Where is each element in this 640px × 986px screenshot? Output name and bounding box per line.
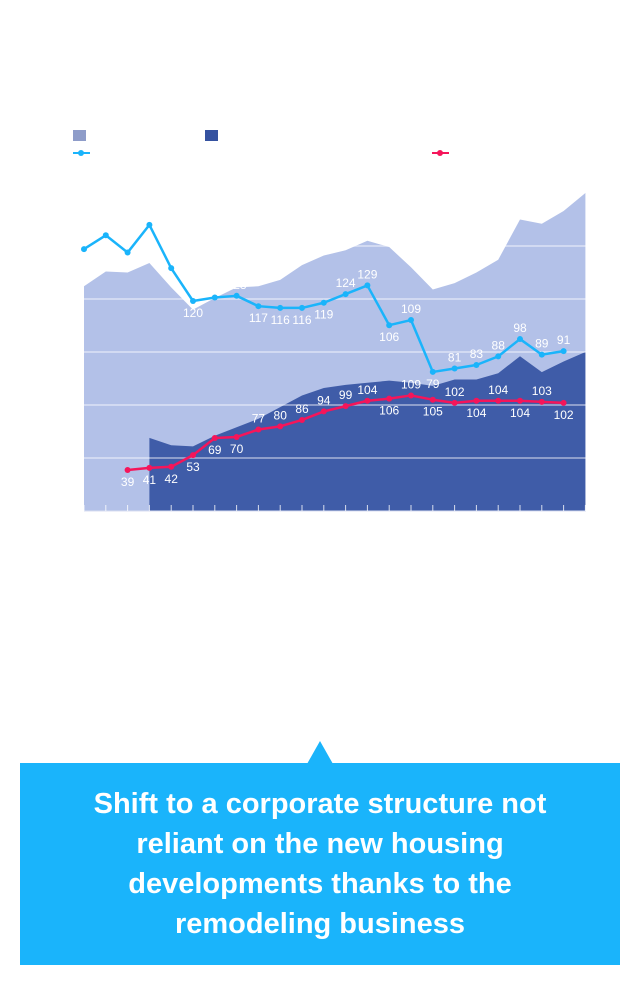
red-line-data-label: 70 — [230, 442, 244, 456]
blue-line-point — [211, 294, 218, 301]
red-line-data-label: 104 — [466, 406, 486, 420]
red-line-data-label: 69 — [208, 443, 222, 457]
blue-line-data-label: 83 — [470, 347, 484, 361]
legend-marker-red-line — [432, 150, 449, 156]
red-line-data-label: 77 — [252, 412, 266, 426]
legend — [73, 130, 449, 156]
red-line-data-label: 109 — [401, 377, 421, 391]
red-line-point — [233, 433, 240, 440]
blue-line-data-label: 98 — [513, 321, 527, 335]
red-line-data-label: 104 — [510, 406, 530, 420]
blue-line-point — [408, 317, 414, 324]
red-line-data-label: 102 — [554, 408, 574, 422]
blue-line-data-label: 109 — [401, 302, 421, 316]
blue-line-point — [81, 246, 87, 253]
blue-line-data-label: 124 — [336, 276, 356, 290]
red-line-point — [517, 397, 523, 404]
legend-swatch-light-area — [73, 130, 86, 141]
blue-line-data-label: 81 — [448, 350, 462, 364]
red-line-data-label: 86 — [295, 402, 309, 416]
blue-line-point — [473, 362, 480, 369]
red-line-data-label: 99 — [339, 388, 353, 402]
red-line-point — [364, 397, 371, 404]
red-line-point — [451, 399, 458, 406]
blue-line-point — [277, 304, 284, 311]
red-line-point — [342, 403, 349, 410]
red-line-point — [408, 392, 414, 399]
red-line-point — [386, 395, 393, 402]
blue-line-point — [320, 299, 327, 306]
red-line-point — [211, 435, 218, 442]
blue-line-point — [451, 365, 458, 372]
red-line-data-label: 80 — [274, 408, 288, 422]
red-line-point — [320, 408, 327, 415]
callout-arrow — [307, 741, 333, 764]
blue-line-point — [102, 232, 109, 239]
blue-line-point — [146, 221, 153, 228]
red-line-data-label: 105 — [423, 405, 443, 419]
blue-line-point — [364, 282, 371, 289]
red-line-data-label: 103 — [532, 384, 552, 398]
blue-line-point — [495, 353, 502, 360]
red-line-data-label: 94 — [317, 393, 331, 407]
dark-area — [149, 352, 586, 511]
blue-line-data-label: 117 — [249, 311, 268, 325]
legend-marker-blue-line — [73, 150, 90, 156]
blue-line-point — [342, 291, 349, 298]
blue-line-point — [190, 298, 196, 304]
red-line-point — [429, 396, 436, 403]
red-line-point — [560, 399, 567, 406]
callout-text: Shift to a corporate structure not relia… — [93, 788, 547, 940]
blue-line-data-label: 79 — [426, 377, 440, 391]
blue-line-point — [386, 322, 393, 329]
callout-box: Shift to a corporate structure not relia… — [20, 763, 620, 965]
red-line-point — [190, 452, 196, 459]
red-line-point — [473, 397, 480, 404]
blue-line-data-label: 88 — [492, 338, 506, 352]
blue-line-data-label: 119 — [314, 308, 333, 322]
blue-line-point — [124, 249, 131, 256]
blue-line-point — [429, 368, 436, 375]
blue-line-point — [517, 336, 523, 343]
red-line-point — [495, 397, 502, 404]
blue-line-data-label: 129 — [357, 267, 377, 281]
blue-line-data-label: 89 — [535, 337, 549, 351]
blue-line-data-label: 123 — [227, 278, 247, 292]
legend-swatch-dark-area — [205, 130, 218, 141]
red-line-point — [538, 398, 545, 405]
red-line-data-label: 53 — [186, 460, 200, 474]
red-line-data-label: 41 — [143, 473, 157, 487]
blue-line-point — [233, 292, 240, 299]
red-line-point — [299, 416, 305, 423]
red-line-point — [255, 426, 262, 433]
blue-line-data-label: 116 — [271, 313, 290, 327]
blue-line-data-label: 120 — [183, 306, 203, 320]
red-line-data-label: 104 — [488, 383, 508, 397]
red-line-point — [124, 467, 131, 473]
blue-line-point — [168, 265, 175, 272]
red-line-data-label: 39 — [121, 475, 135, 489]
red-line-data-label: 42 — [165, 472, 179, 486]
red-line-point — [168, 463, 175, 470]
blue-line-point — [538, 351, 545, 358]
blue-line-point — [255, 303, 262, 310]
blue-line-data-label: 91 — [557, 333, 571, 347]
blue-line-point — [299, 304, 305, 311]
red-line-data-label: 102 — [445, 385, 465, 399]
blue-line-point — [560, 348, 567, 355]
red-line-point — [146, 464, 153, 471]
blue-line-data-label: 106 — [379, 330, 399, 344]
red-line-data-label: 106 — [379, 404, 399, 418]
red-line-point — [277, 423, 284, 430]
red-line-data-label: 104 — [357, 383, 377, 397]
blue-line-data-label: 116 — [292, 313, 311, 327]
